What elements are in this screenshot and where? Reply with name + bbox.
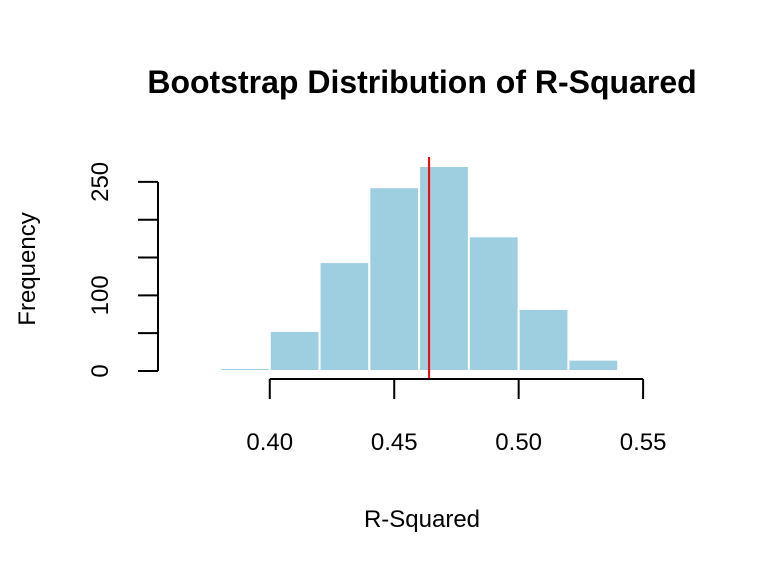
histogram-bar-7 bbox=[567, 358, 620, 373]
x-tick-label-3: 0.55 bbox=[620, 429, 667, 456]
x-tick-label-2: 0.50 bbox=[495, 429, 542, 456]
histogram-bar-1 bbox=[268, 329, 321, 372]
histogram-bar-0 bbox=[219, 366, 271, 373]
x-tick-label-1: 0.45 bbox=[371, 429, 418, 456]
y-axis: 0 100 250 bbox=[87, 162, 159, 378]
histogram-bar-6 bbox=[517, 307, 570, 373]
histogram-bar-5 bbox=[467, 235, 520, 372]
x-tick-label-0: 0.40 bbox=[246, 429, 293, 456]
x-axis-label: R-Squared bbox=[364, 506, 480, 533]
y-tick-label-5: 250 bbox=[87, 162, 114, 202]
y-tick-label-2: 100 bbox=[87, 275, 114, 315]
chart-title: Bootstrap Distribution of R-Squared bbox=[147, 64, 696, 100]
histogram-bar-8 bbox=[617, 368, 670, 373]
histogram-bar-3 bbox=[368, 186, 421, 372]
histogram-bar-4 bbox=[418, 165, 470, 372]
y-tick-label-0: 0 bbox=[87, 364, 114, 377]
x-axis: 0.40 0.45 0.50 0.55 bbox=[246, 378, 667, 456]
histogram-bar-2 bbox=[318, 261, 371, 372]
y-axis-label: Frequency bbox=[14, 212, 41, 325]
histogram-bars bbox=[219, 165, 670, 373]
